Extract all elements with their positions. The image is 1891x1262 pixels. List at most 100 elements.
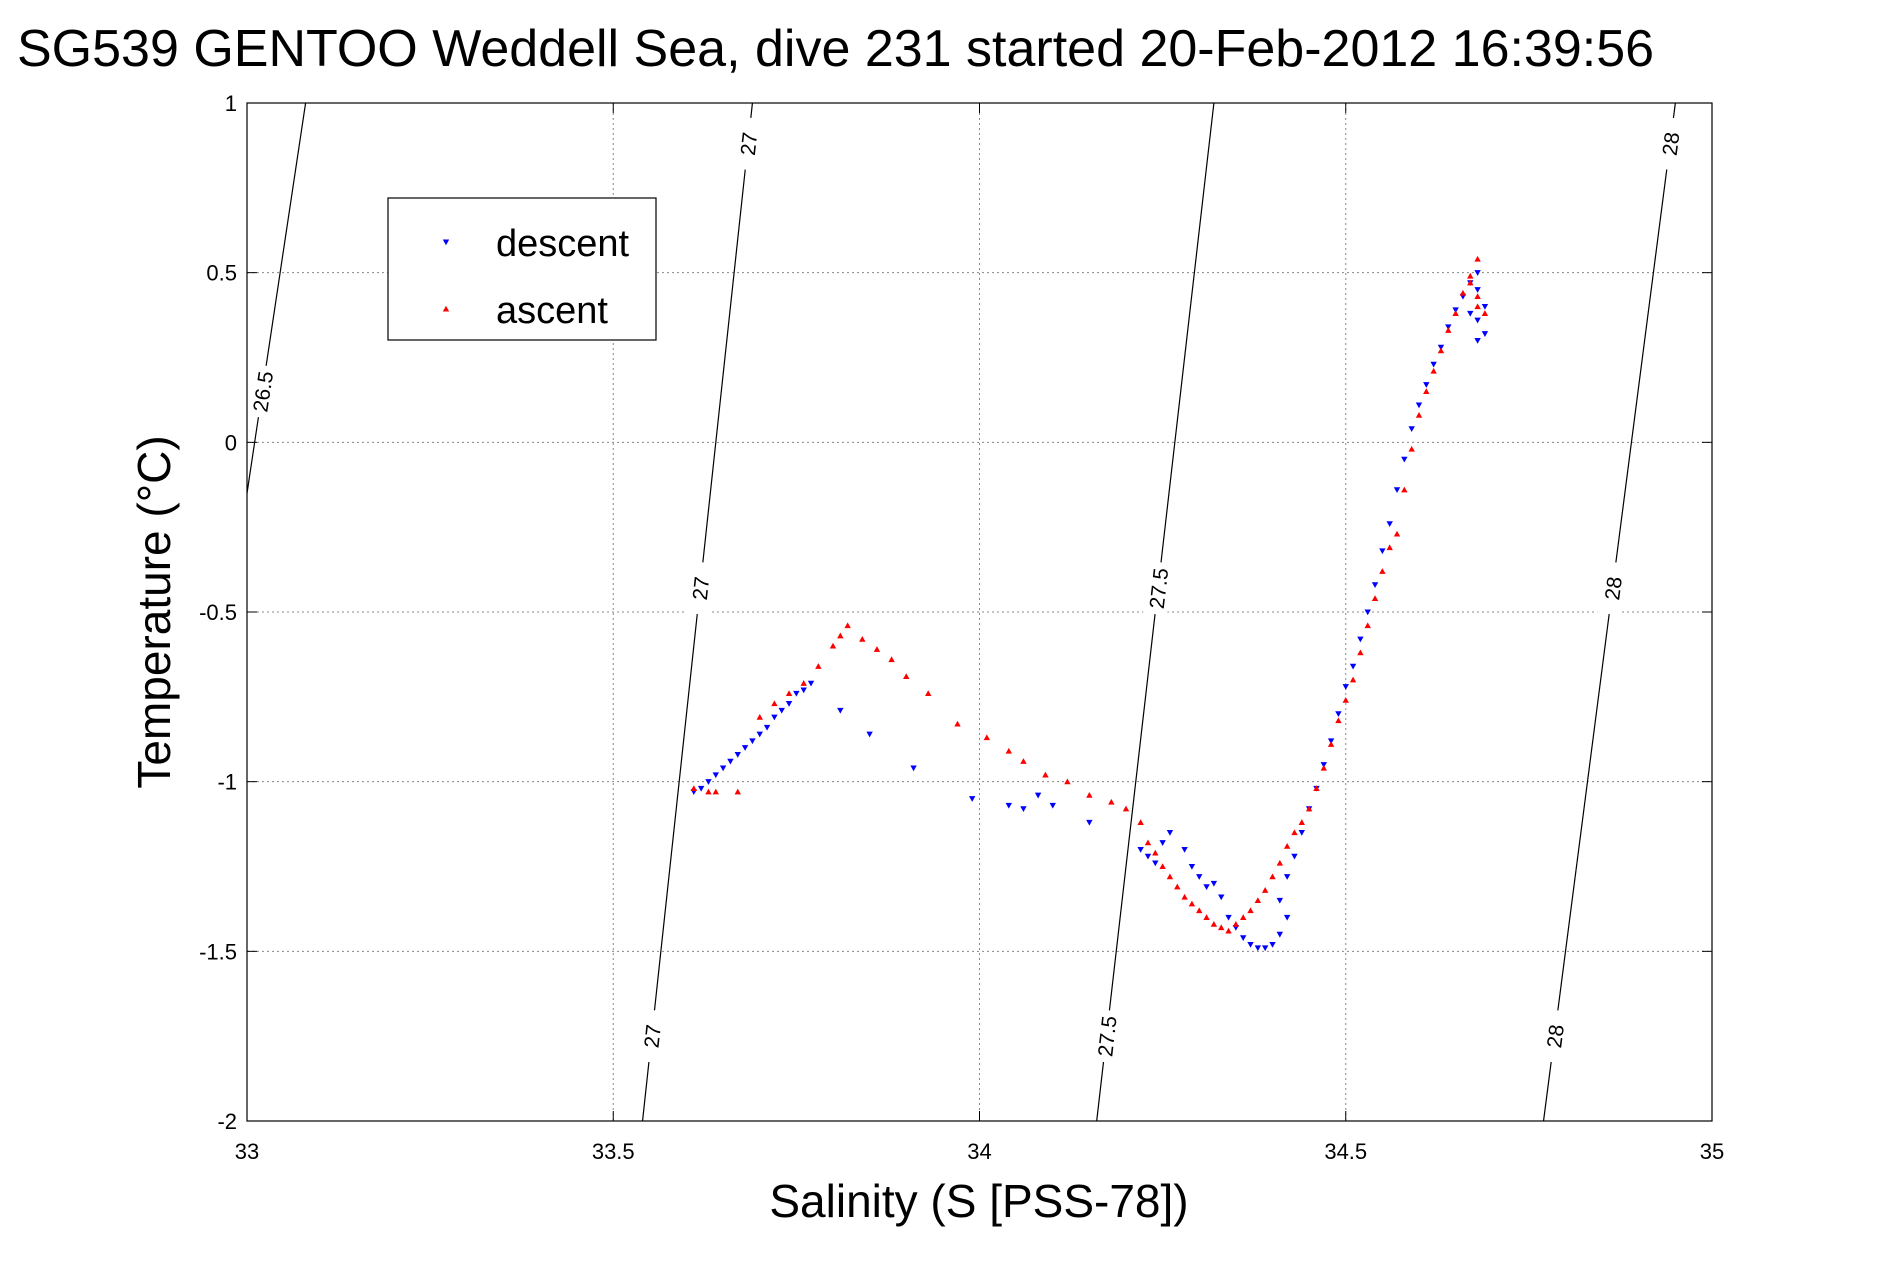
x-tick-label: 33 [235,1139,259,1164]
y-tick-label: 1 [225,91,237,116]
descent-point [1298,830,1305,836]
ascent-point [1166,873,1174,880]
ascent-point [1415,411,1423,418]
descent-point [1335,711,1342,717]
ascent-point [712,788,719,795]
descent-point [837,707,844,714]
ascent-point [1159,863,1166,870]
descent-point [1086,819,1093,826]
ascent-point [1254,897,1262,903]
ascent-point [1291,829,1298,836]
contour-label-bg [1539,1008,1570,1064]
descent-point [1020,806,1027,813]
descent-point [1481,304,1489,310]
descent-point [719,765,727,772]
ascent-point [859,635,866,642]
descent-point [1474,287,1481,293]
data-points [690,255,1489,952]
descent-point [785,701,793,707]
ascent-point [1210,920,1218,927]
descent-point [697,785,705,792]
x-tick-label: 35 [1700,1139,1724,1164]
descent-point [1291,853,1298,860]
ascent-point [1218,924,1225,931]
ascent-point [1445,327,1452,333]
contour-label-bg [246,363,279,419]
descent-point [1005,802,1012,809]
y-tick-label: -2 [217,1109,237,1134]
ascent-point [1452,310,1459,316]
ascent-point [1232,920,1240,927]
ascent-point [1152,849,1159,856]
ascent-point [1401,486,1408,493]
ascent-point [983,734,991,741]
legend-ascent-label: ascent [496,290,608,332]
ascent-point [829,642,837,649]
ascent-point [1357,649,1364,656]
legend-ascent-marker [442,305,450,312]
descent-point [1401,456,1408,463]
descent-point [778,707,785,714]
contour-label-text: 27 [737,131,762,157]
grid [247,103,1712,1121]
ascent-point [1342,697,1349,703]
contour-label-text: 28 [1601,575,1627,601]
descent-point [756,731,763,738]
descent-point [1203,884,1210,891]
y-tick-label: 0 [225,430,237,455]
ascent-point [1298,819,1305,825]
descent-point [1283,914,1291,921]
ascent-point [1086,792,1093,798]
ascent-point [1247,907,1254,914]
descent-point [1467,310,1474,317]
contour-label-text: 28 [1543,1023,1569,1049]
ascent-point [903,673,910,680]
descent-point [1386,521,1393,527]
ascent-point [925,690,932,696]
contour-label-bg [1654,116,1686,172]
ascent-point [837,632,844,639]
ascent-point [1144,839,1152,846]
ascent-point [1181,893,1188,900]
descent-point [1196,874,1203,880]
descent-point [968,796,976,802]
descent-point [771,714,778,721]
contour-label-bg [636,1009,667,1064]
contour-label-text: 27 [689,576,714,602]
ascent-point [1305,805,1313,812]
descent-point [763,724,771,731]
descent-point [705,779,712,785]
ascent-point [1437,347,1445,354]
ascent-point [1371,595,1379,601]
ascent-point [785,690,793,696]
ascent-point [815,663,822,669]
contour-label: 28 [1539,1008,1570,1064]
ascent-point [1283,842,1291,849]
ascent-point [888,656,895,663]
ascent-point [1137,819,1144,825]
ascent-point [1459,289,1467,296]
ascent-point [1122,805,1130,812]
ascent-point [1188,900,1196,907]
contour-label-bg [733,116,763,171]
descent-point [866,731,873,738]
descent-point [1240,935,1247,941]
chart-title: SG539 GENTOO Weddell Sea, dive 231 start… [17,20,1654,78]
descent-point [800,687,807,694]
ascent-point [705,788,712,795]
descent-point [1159,840,1166,846]
contour-label: 27.5 [1143,561,1173,616]
y-tick-label: -1.5 [199,939,237,964]
y-tick-label: 0.5 [206,261,237,286]
ascent-point [1261,887,1269,893]
ascent-point [1467,272,1474,279]
descent-point [1276,931,1284,938]
descent-point [793,690,800,697]
y-axis-label: Temperature (°C) [128,435,180,788]
ascent-point [800,680,807,686]
descent-point [1415,402,1423,409]
legend-descent-marker [442,239,450,246]
descent-point [1276,897,1284,904]
